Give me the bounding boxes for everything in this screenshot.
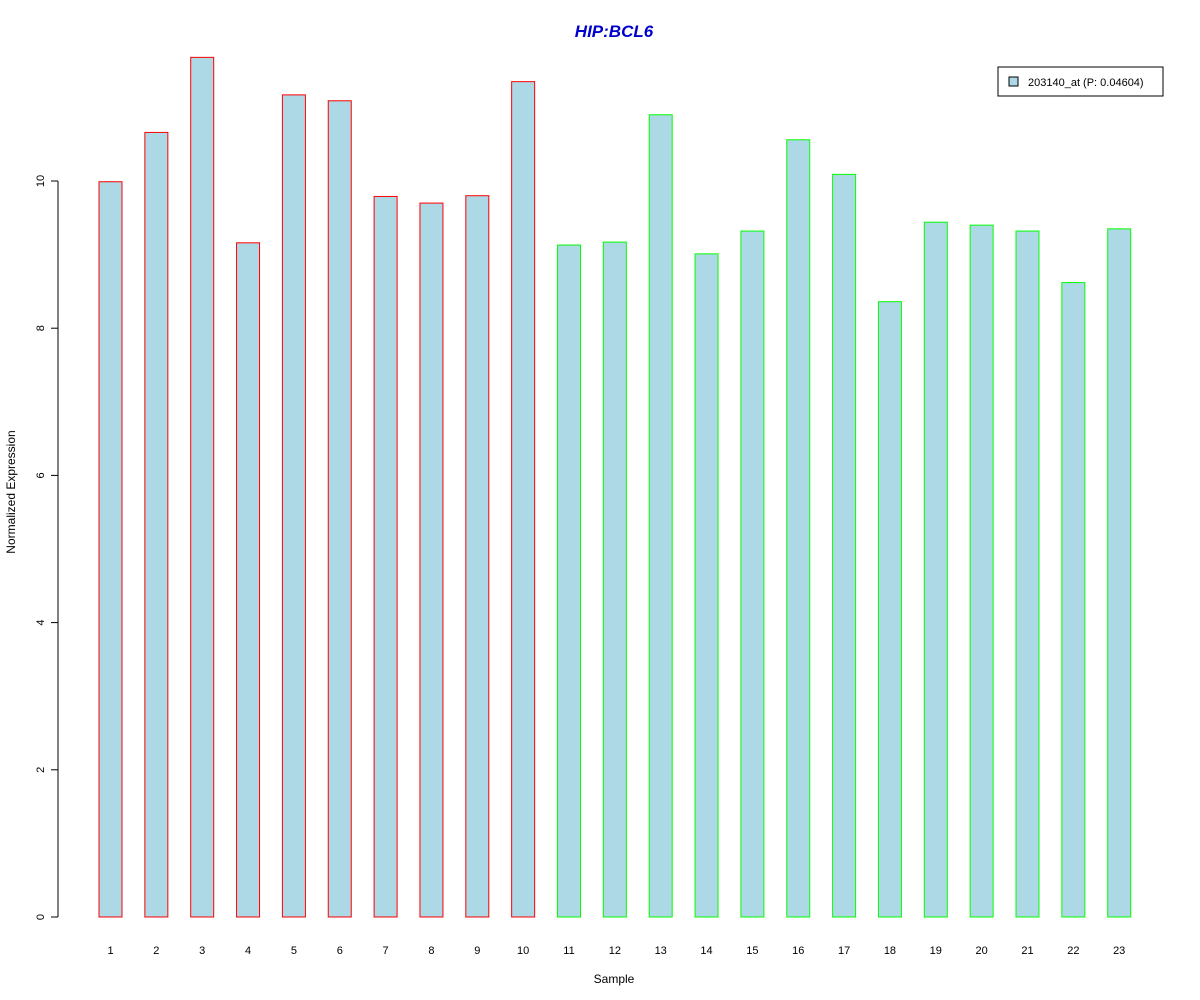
- chart-title: HIP:BCL6: [575, 22, 654, 41]
- bar: [281, 94, 306, 918]
- x-tick-label: 15: [746, 945, 758, 957]
- x-tick-label: 10: [517, 945, 529, 957]
- y-tick-label: 6: [35, 472, 47, 478]
- bar: [511, 81, 536, 918]
- bar: [740, 230, 765, 918]
- bar: [327, 100, 352, 918]
- bar: [236, 242, 261, 918]
- x-tick-label: 6: [337, 945, 343, 957]
- x-tick-label: 20: [976, 945, 988, 957]
- y-tick-label: 0: [35, 914, 47, 920]
- y-tick-label: 10: [35, 175, 47, 187]
- bar: [969, 224, 994, 918]
- bar: [786, 139, 811, 918]
- bar: [1015, 230, 1040, 918]
- x-axis-ticks: 1 2 3 4 5 6 7 8 9 10 11 12 13 14 15 16 17 18 19 20 21 22 23: [107, 945, 1125, 957]
- legend-swatch: [1008, 76, 1019, 87]
- bar: [98, 181, 123, 918]
- bar: [419, 202, 444, 918]
- x-tick-label: 4: [245, 945, 251, 957]
- bar: [373, 195, 398, 918]
- bar: [602, 241, 627, 918]
- bar: [144, 131, 169, 918]
- x-tick-label: 17: [838, 945, 850, 957]
- x-tick-label: 13: [655, 945, 667, 957]
- bar: [1061, 282, 1086, 918]
- x-tick-label: 18: [884, 945, 896, 957]
- x-tick-label: 8: [428, 945, 434, 957]
- bar: [877, 301, 902, 918]
- x-tick-label: 9: [474, 945, 480, 957]
- x-axis-label: Sample: [594, 972, 635, 986]
- y-tick-label: 2: [35, 767, 47, 773]
- y-tick-label: 8: [35, 325, 47, 331]
- x-tick-label: 11: [563, 945, 574, 957]
- bars: [98, 56, 1132, 918]
- legend-box: [997, 66, 1164, 97]
- x-tick-label: 16: [792, 945, 804, 957]
- x-tick-label: 22: [1067, 945, 1079, 957]
- y-axis-label: Normalized Expression: [4, 430, 18, 553]
- x-tick-label: 1: [107, 945, 113, 957]
- bar: [923, 221, 948, 918]
- bar: [694, 253, 719, 918]
- x-tick-label: 21: [1021, 945, 1033, 957]
- x-tick-label: 19: [930, 945, 942, 957]
- y-tick-label: 4: [35, 620, 47, 626]
- x-tick-label: 2: [153, 945, 159, 957]
- x-tick-label: 7: [383, 945, 389, 957]
- x-tick-label: 3: [199, 945, 205, 957]
- bar: [557, 244, 581, 918]
- x-tick-label: 14: [700, 945, 712, 957]
- bar: [1107, 228, 1132, 918]
- bar: [832, 173, 857, 918]
- bar: [190, 56, 215, 918]
- y-axis: 0 2 4 6 8 10: [35, 175, 59, 920]
- x-tick-label: 23: [1113, 945, 1125, 957]
- legend-label: 203140_at (P: 0.04604): [1028, 77, 1144, 89]
- bar: [465, 195, 490, 918]
- bar: [648, 114, 673, 918]
- legend: 203140_at (P: 0.04604): [997, 66, 1164, 97]
- x-tick-label: 12: [609, 945, 621, 957]
- x-tick-label: 5: [291, 945, 297, 957]
